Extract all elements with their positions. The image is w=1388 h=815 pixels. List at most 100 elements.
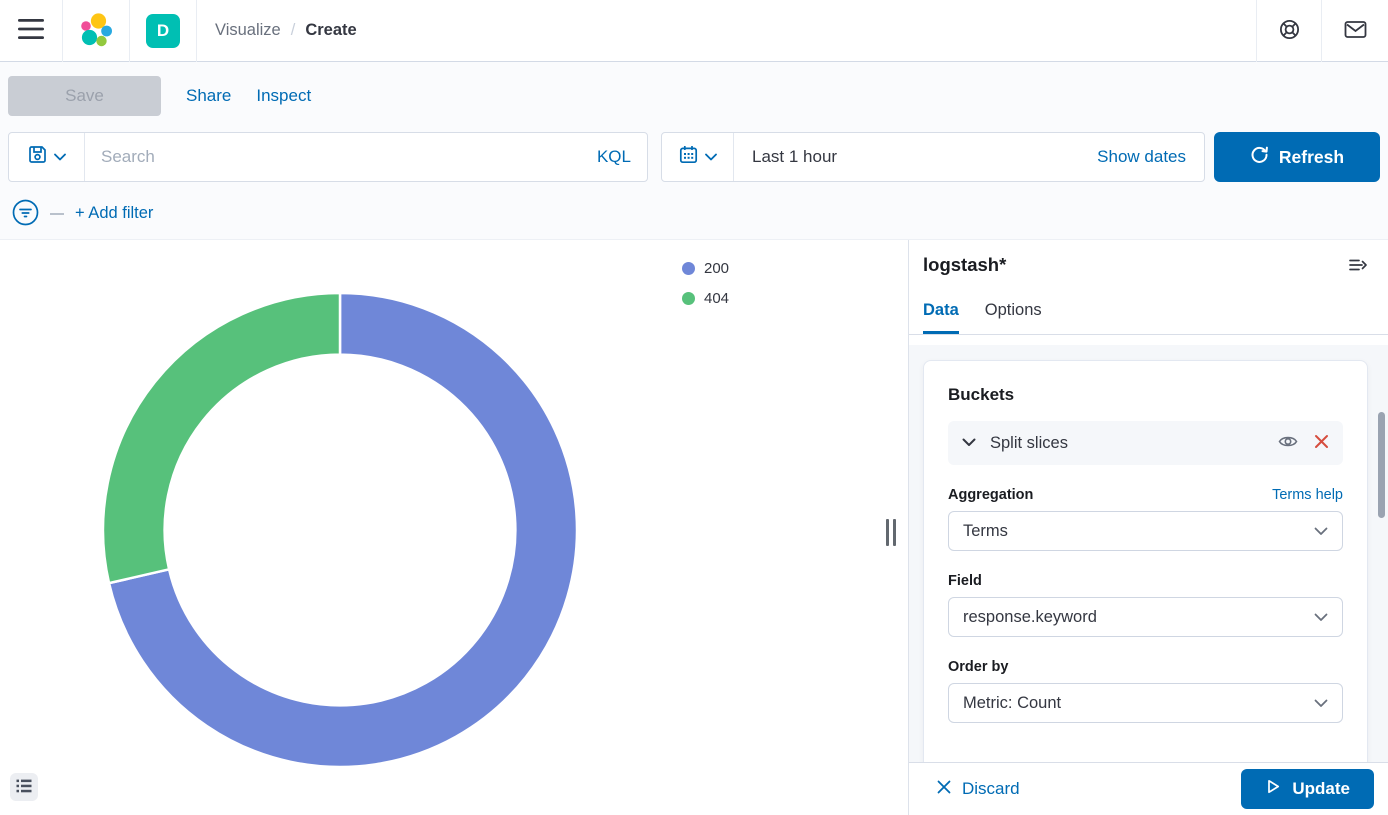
date-quick-select-button[interactable] xyxy=(662,133,734,181)
chart-area: 200 404 xyxy=(0,240,908,815)
refresh-label: Refresh xyxy=(1278,146,1345,167)
time-range-value[interactable]: Last 1 hour xyxy=(752,147,838,166)
field-select-value: response.keyword xyxy=(963,607,1097,626)
newsfeed-button[interactable] xyxy=(1322,0,1388,62)
filter-options-button[interactable] xyxy=(12,199,39,229)
legend-swatch-200 xyxy=(682,262,695,275)
add-filter-button[interactable]: + Add filter xyxy=(75,204,154,222)
donut-chart xyxy=(101,291,579,769)
help-button[interactable] xyxy=(1257,0,1321,62)
split-slices-accordion[interactable]: Split slices xyxy=(948,421,1343,465)
nav-divider xyxy=(1321,0,1322,62)
tab-data[interactable]: Data xyxy=(923,301,959,334)
legend-item-200[interactable]: 200 xyxy=(682,260,729,277)
refresh-button[interactable]: Refresh xyxy=(1214,132,1380,182)
tabs-divider xyxy=(909,334,1388,335)
legend-label-404: 404 xyxy=(704,290,730,307)
chevron-down-icon xyxy=(53,148,66,166)
donut-slice-200[interactable] xyxy=(107,291,579,769)
buckets-heading: Buckets xyxy=(948,385,1015,404)
panel-scrollbar-thumb[interactable] xyxy=(1378,412,1385,518)
list-icon xyxy=(16,778,32,797)
show-dates-button[interactable]: Show dates xyxy=(1097,147,1186,166)
query-language-button[interactable]: KQL xyxy=(596,147,631,166)
filter-in-circle-icon xyxy=(12,199,39,229)
nav-divider xyxy=(1256,0,1257,62)
update-label: Update xyxy=(1292,779,1350,798)
aggregation-label: Aggregation xyxy=(948,487,1034,503)
date-picker-bar: Last 1 hour Show dates xyxy=(661,132,1205,182)
play-icon xyxy=(1265,778,1281,800)
nav-right-group xyxy=(1256,0,1388,62)
toolbar-row: Save Share Inspect xyxy=(0,62,1388,130)
legend-swatch-404 xyxy=(682,292,695,305)
breadcrumb-create: Create xyxy=(305,21,357,39)
workspace: 200 404 xyxy=(0,240,1388,815)
split-slices-label: Split slices xyxy=(990,433,1068,452)
index-pattern-title: logstash* xyxy=(923,254,1007,275)
top-nav: D Visualize / Create xyxy=(0,0,1388,62)
discard-button[interactable]: Discard xyxy=(937,779,1020,799)
cross-icon xyxy=(937,779,951,799)
legend-label-200: 200 xyxy=(704,260,730,277)
breadcrumb: Visualize / Create xyxy=(197,21,357,40)
help-life-ring-icon xyxy=(1278,18,1301,44)
panel-content: Buckets Split slices xyxy=(909,345,1388,762)
legend-item-404[interactable]: 404 xyxy=(682,290,729,307)
eye-icon xyxy=(1278,434,1298,452)
panel-header: logstash* xyxy=(909,240,1388,279)
save-floppy-icon xyxy=(28,145,47,169)
filter-bar: + Add filter xyxy=(0,188,1388,240)
query-bar: KQL xyxy=(8,132,648,182)
tab-options[interactable]: Options xyxy=(984,301,1042,319)
mail-envelope-icon xyxy=(1344,20,1367,42)
legend-toggle-button[interactable] xyxy=(10,773,38,801)
hamburger-menu-button[interactable] xyxy=(0,0,62,62)
save-button[interactable]: Save xyxy=(8,76,161,116)
visualization-editor-panel: logstash* Data Options Buckets xyxy=(909,240,1388,815)
update-button[interactable]: Update xyxy=(1241,769,1374,809)
order-by-label: Order by xyxy=(948,659,1009,675)
chart-legend: 200 404 xyxy=(682,260,729,307)
refresh-icon xyxy=(1250,145,1269,169)
donut-slice-404[interactable] xyxy=(101,291,342,585)
aggregation-label-row: Aggregation Terms help xyxy=(948,487,1343,503)
inspect-button[interactable]: Inspect xyxy=(256,86,312,105)
calendar-icon xyxy=(679,145,698,169)
field-label-row: Field xyxy=(948,573,1343,589)
terms-help-link[interactable]: Terms help xyxy=(1272,487,1343,503)
buckets-card: Buckets Split slices xyxy=(923,360,1368,762)
order-by-label-row: Order by xyxy=(948,659,1343,675)
field-select[interactable]: response.keyword xyxy=(948,597,1343,637)
remove-bucket-button[interactable] xyxy=(1314,434,1329,452)
elastic-logo[interactable] xyxy=(63,0,129,62)
order-by-select-value: Metric: Count xyxy=(963,693,1062,712)
saved-query-menu-button[interactable] xyxy=(9,133,85,181)
menu-right-icon xyxy=(1348,259,1368,277)
panel-divider xyxy=(908,240,909,815)
nav-divider xyxy=(196,0,197,62)
aggregation-select[interactable]: Terms xyxy=(948,511,1343,551)
breadcrumb-visualize[interactable]: Visualize xyxy=(215,21,281,39)
panel-footer: Discard Update xyxy=(909,762,1388,815)
nav-divider xyxy=(62,0,63,62)
cross-icon xyxy=(1314,434,1329,452)
collapse-panel-button[interactable] xyxy=(1346,254,1370,279)
panel-resize-handle[interactable] xyxy=(886,519,896,546)
toggle-visibility-button[interactable] xyxy=(1278,434,1298,452)
chevron-down-icon xyxy=(704,148,717,166)
share-button[interactable]: Share xyxy=(186,86,232,105)
chevron-down-icon xyxy=(1314,527,1328,536)
filter-dash xyxy=(50,212,64,215)
panel-tabs: Data Options xyxy=(909,279,1388,334)
order-by-select[interactable]: Metric: Count xyxy=(948,683,1343,723)
space-badge[interactable]: D xyxy=(146,13,180,48)
breadcrumb-separator: / xyxy=(290,21,296,39)
chevron-down-icon xyxy=(1314,613,1328,622)
search-input[interactable] xyxy=(85,133,597,181)
field-label: Field xyxy=(948,573,982,589)
chevron-down-icon xyxy=(1314,699,1328,708)
chevron-down-icon xyxy=(962,434,976,452)
aggregation-select-value: Terms xyxy=(963,521,1008,540)
